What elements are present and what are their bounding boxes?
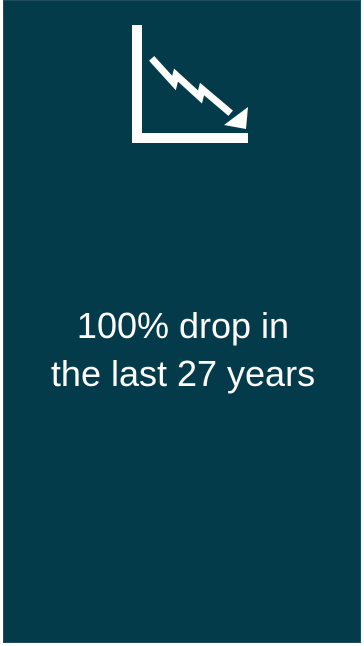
stat-card: 100% drop in the last 27 years <box>3 0 361 643</box>
stat-line-2: the last 27 years <box>50 353 316 394</box>
declining-chart-icon <box>128 25 252 143</box>
stat-text: 100% drop in the last 27 years <box>4 302 362 398</box>
stat-line-1: 100% drop in <box>76 305 290 346</box>
